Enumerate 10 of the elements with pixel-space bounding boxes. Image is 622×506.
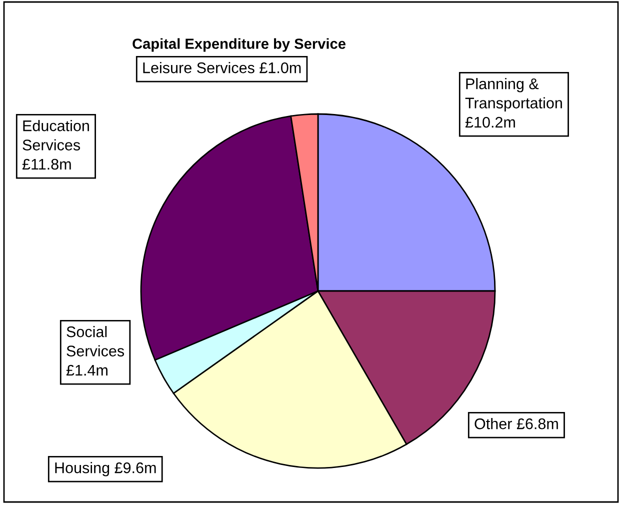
slice-label: Social Services [66,326,124,356]
data-label: £11.8m [22,158,71,170]
chart-title: Capital Expenditure by Service [132,38,346,52]
slice-label: Other £6.8m [474,418,558,430]
slice-label: Education Services [22,120,89,150]
data-label: £1.4m [66,364,108,376]
slice-label: Planning & Transportation [465,78,562,112]
slice-label: Housing £9.6m [55,462,156,476]
slice-label: Leisure Services £1.0m [143,62,301,74]
data-label: £10.2m [465,116,515,128]
